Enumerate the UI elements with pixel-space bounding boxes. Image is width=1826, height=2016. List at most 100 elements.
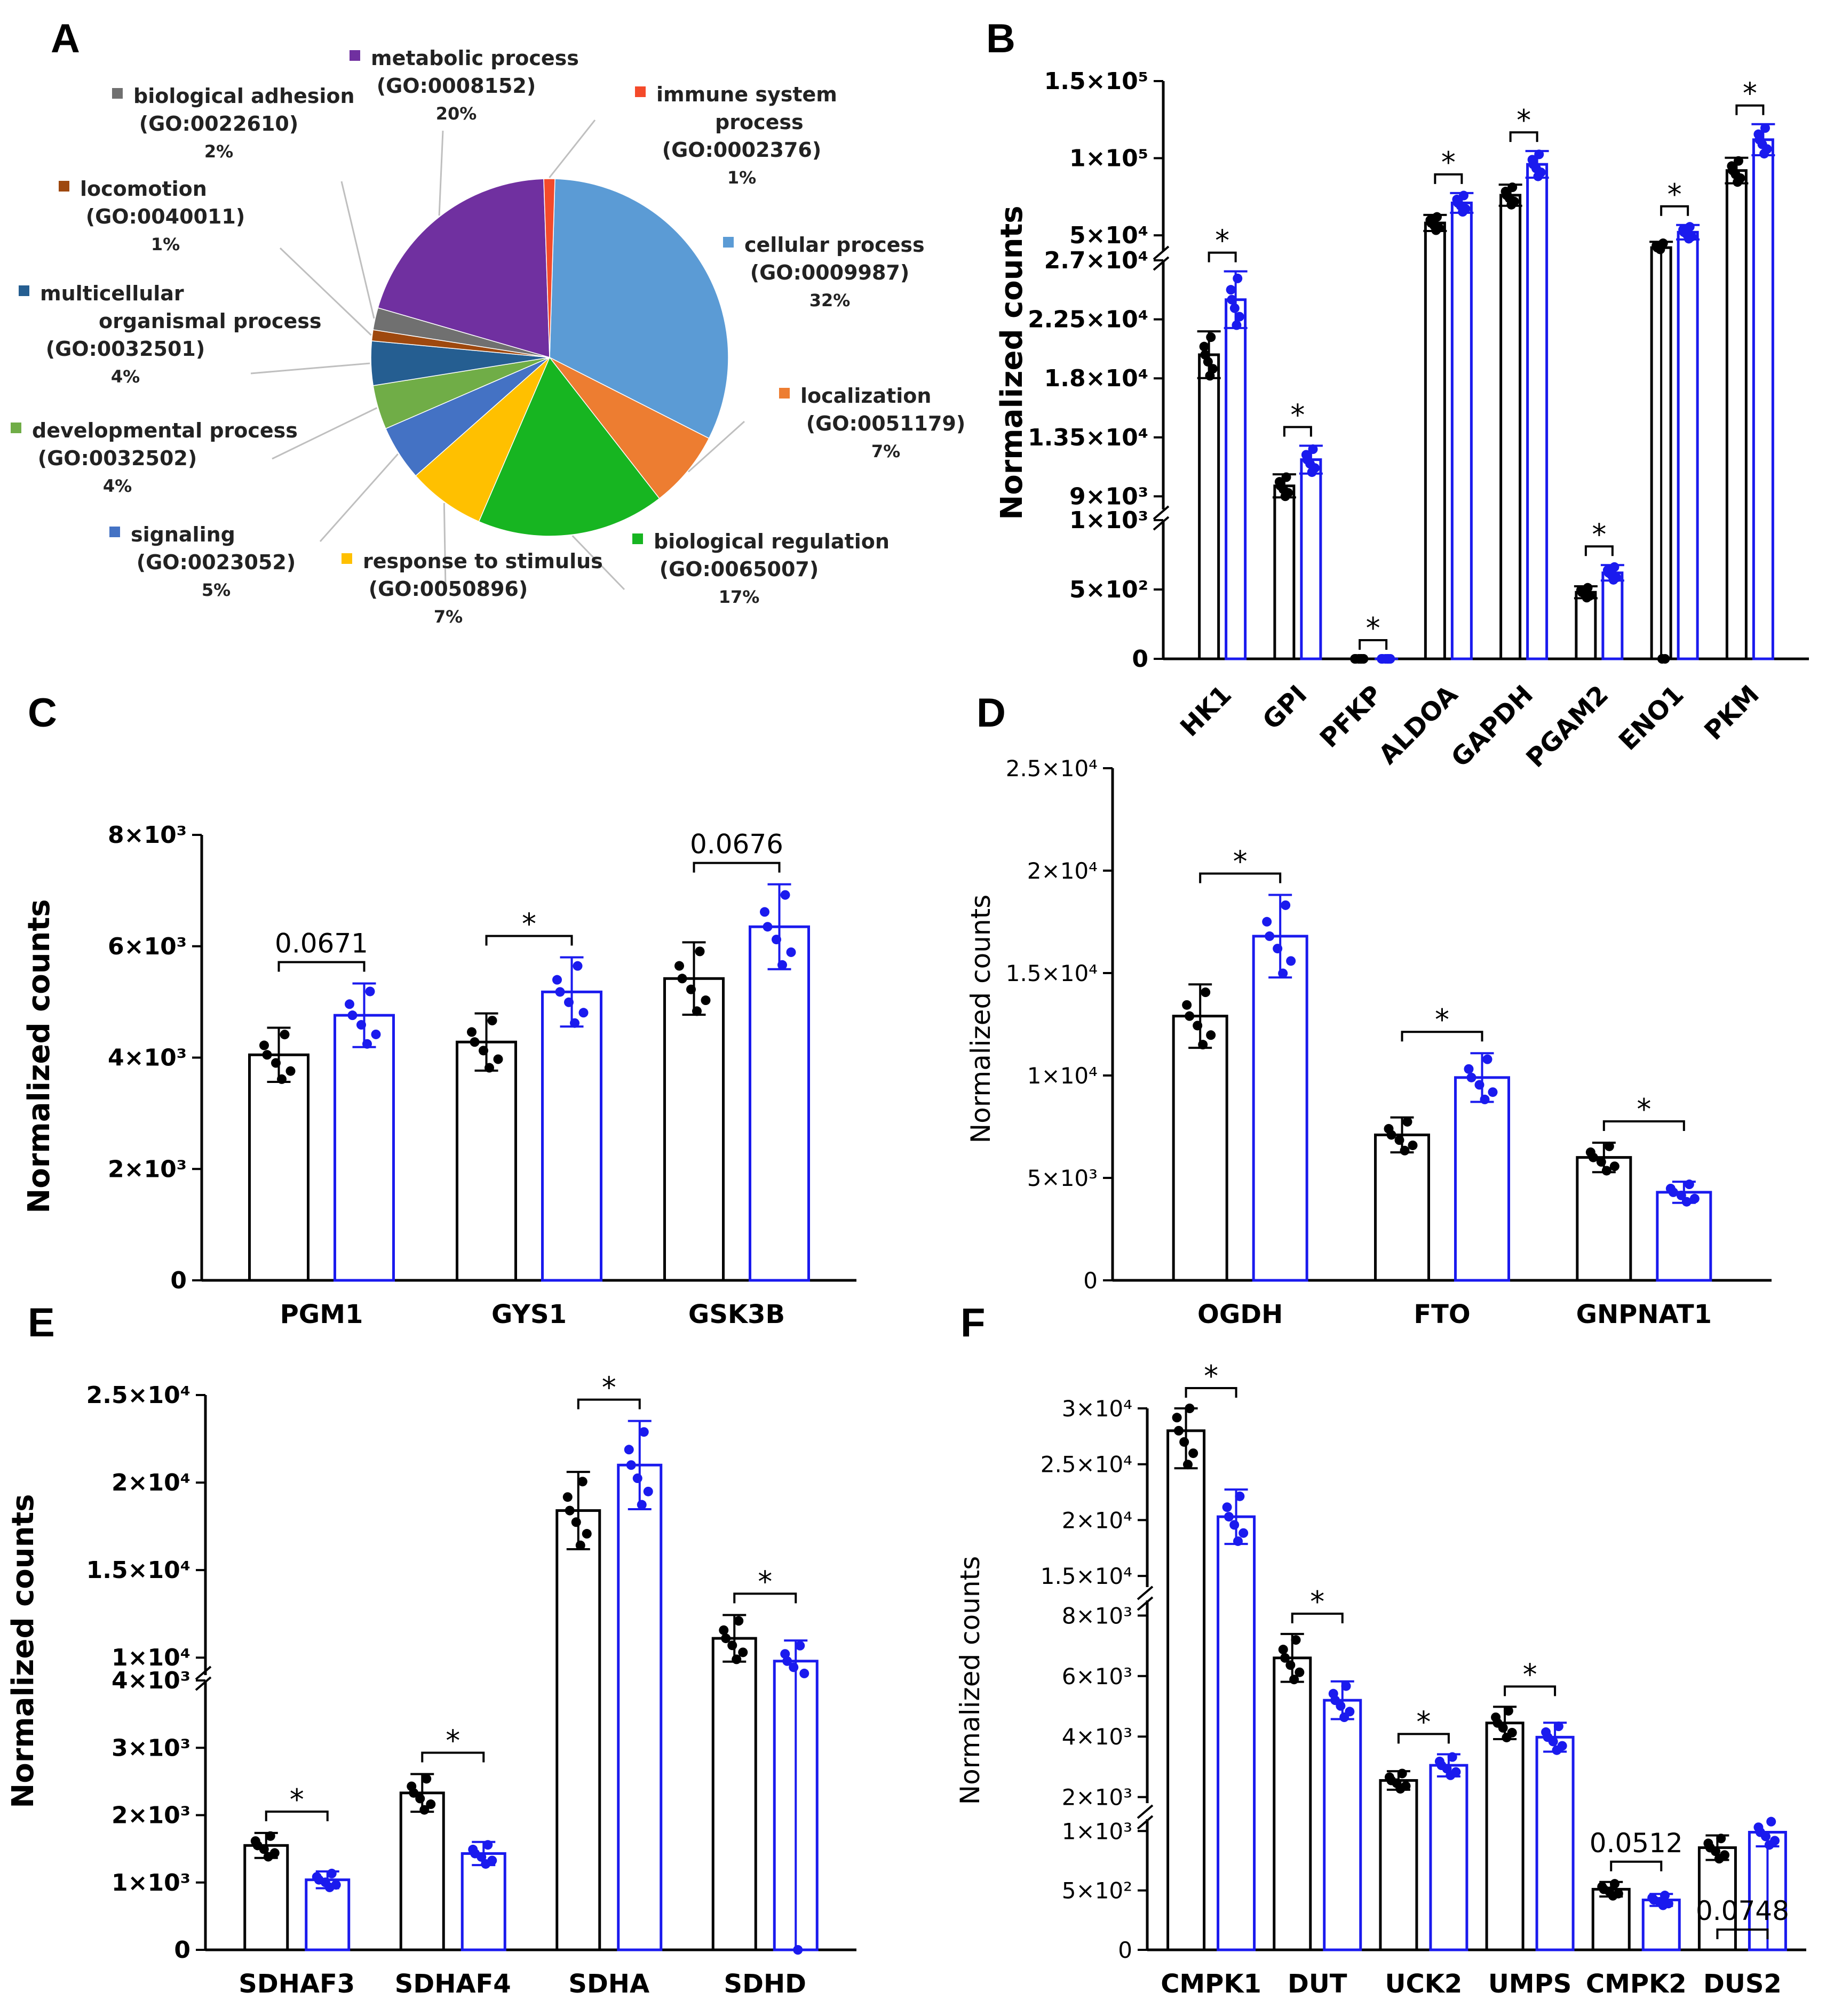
data-point [1453,198,1463,208]
data-point [1205,371,1215,381]
data-point [1185,1011,1195,1021]
legend-swatch [779,388,790,399]
y-tick-label: 1×10³ [1069,507,1148,534]
data-point [1227,294,1237,305]
data-point [371,1029,381,1039]
data-point [1341,1681,1351,1691]
data-point [1603,568,1614,578]
data-point [1458,207,1468,217]
data-point [1222,1502,1232,1512]
pie-percent: 1% [151,234,180,254]
data-point [483,1840,493,1850]
y-tick-label: 1×10⁴ [1027,1063,1098,1089]
significance-label: * [1416,1705,1431,1739]
y-tick-label: 2×10⁴ [112,1469,190,1496]
data-point [1281,472,1291,482]
data-point [686,984,696,994]
data-point [1402,1117,1412,1127]
data-point [1182,1000,1192,1010]
pie-leader-line [549,119,596,178]
pie-leader-line [443,503,447,587]
pie-category-name: response to stimulus [363,549,603,573]
data-point [1224,1512,1234,1522]
pie-chart-panel-a: cellular process (GO:0009987) 32% localizat… [11,46,965,627]
pie-go-id: (GO:0050896) [369,577,528,601]
significance-bracket [733,1592,797,1604]
data-point [1668,1187,1678,1197]
data-point [1502,190,1512,200]
data-point [481,1859,491,1869]
panel-letter-b: B [986,16,1015,61]
significance-label: * [1435,1003,1449,1037]
pie-category-name: signaling [131,523,235,546]
significance-label: * [522,907,536,941]
data-point [1604,1141,1614,1151]
y-tick-label: 2×10³ [1062,1784,1132,1811]
data-point [1705,1843,1715,1853]
data-point [573,961,583,971]
y-tick-label: 1.35×10⁴ [1028,424,1148,451]
pie-slice-response-to-stimulus [415,357,550,522]
data-point [1206,332,1216,342]
data-point [795,1640,805,1651]
pie-go-id: (GO:0009987) [750,261,910,284]
data-point [677,974,687,984]
data-point [719,1625,729,1635]
data-point [1182,1460,1193,1470]
y-tick-label: 6×10³ [108,933,187,960]
y-tick-label: 8×10³ [108,822,187,849]
data-point [772,935,781,945]
pie-go-id: (GO:0065007) [660,557,819,581]
legend-swatch [11,423,21,433]
data-point [793,1945,803,1955]
data-point [1229,303,1240,313]
bar-chart-panel-d: 0 5×10³ 1×10⁴ 1.5×10⁴ 2×10⁴ 2.5×10⁴ Normalized… [965,755,1772,1329]
data-point [479,1046,488,1056]
data-point [571,1517,581,1527]
y-tick-label: 0 [1118,1937,1132,1963]
legend-swatch [342,553,352,564]
data-point [1234,312,1244,322]
y-tick-label: 5×10³ [1027,1165,1098,1191]
y-tick-label: 0 [1132,646,1148,673]
significance-label: 0.0748 [1696,1895,1789,1926]
y-tick-label: 5×10² [1069,576,1148,603]
significance-bracket [1208,251,1237,262]
y-axis-label: Normalized counts [22,899,57,1213]
data-point [259,1040,269,1050]
pie-category-name: cellular process [744,233,925,257]
data-point [493,1054,503,1064]
data-point [1199,341,1209,352]
pie-label-cellular-process: cellular process (GO:0009987) 32% [723,233,925,310]
y-tick-label: 1.8×10⁴ [1044,365,1148,392]
y-tick-label: 2×10³ [112,1802,190,1829]
data-point [1206,1030,1216,1040]
x-tick-label: SDHAF4 [395,1969,511,1999]
pie-go-id: (GO:0002376) [662,138,822,162]
x-tick-label: UMPS [1488,1969,1572,1999]
x-tick-label: SDHAF3 [239,1969,355,1999]
data-point [674,961,684,971]
legend-swatch [350,50,360,61]
data-point [577,1477,588,1487]
pie-percent: 17% [719,587,760,607]
data-point [632,1473,642,1484]
y-tick-label: 0 [170,1267,187,1294]
data-point [1355,654,1365,664]
pie-slice-localization [549,357,710,499]
data-point [419,1805,430,1815]
data-point [1280,491,1290,501]
pie-percent: 4% [111,366,140,387]
panel-letter-e: E [28,1300,55,1345]
data-point [639,1427,649,1437]
data-point [1426,218,1436,228]
data-point [265,1831,275,1841]
pie-label-biological-adhesion: biological adhesion (GO:0022610) 2% [112,84,355,162]
data-point [252,1840,263,1851]
pie-slice-immune-system-process [543,178,555,358]
pie-leader-line [250,362,370,374]
data-point [1286,956,1296,966]
pie-label-multicellular-organismal-process: multicellular organismal process (GO:00325… [19,282,321,387]
pie-category-name: biological regulation [654,530,890,553]
